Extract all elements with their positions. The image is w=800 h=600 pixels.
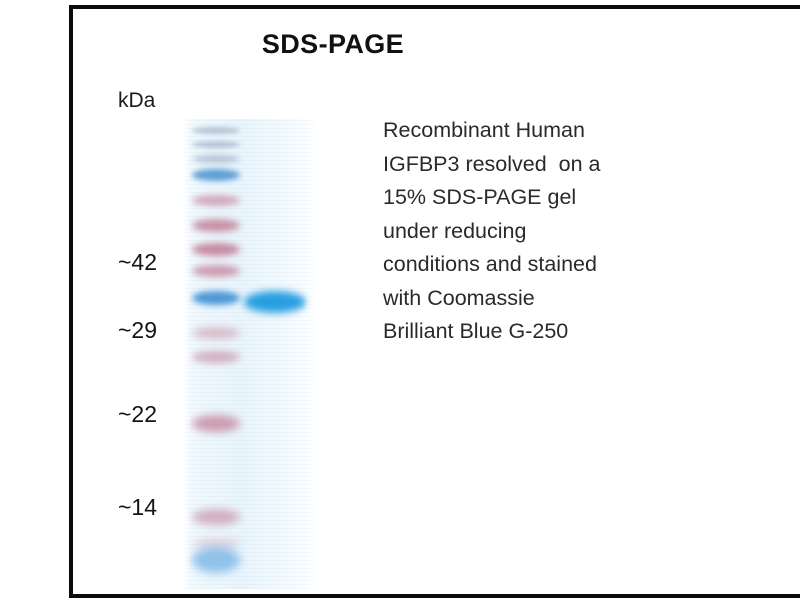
ladder-band-10: [192, 327, 240, 339]
gel-image: [182, 119, 318, 589]
description-line: with Coomassie: [383, 285, 535, 310]
ladder-band-8: [192, 265, 240, 277]
ladder-band-2: [192, 141, 240, 148]
igfbp3-band: [244, 291, 306, 313]
ladder-band-6: [192, 219, 240, 232]
description-line: 15% SDS-PAGE gel: [383, 185, 577, 209]
figure-frame: SDS-PAGE kDa ~42 ~29 ~22 ~14 Recombinant Hu…: [69, 5, 800, 598]
ladder-band-1: [192, 127, 240, 134]
description-line: conditions and stained: [383, 252, 597, 276]
ladder-band-5: [192, 195, 240, 206]
description-line: under reducing: [383, 218, 527, 243]
description-line: Brilliant Blue G-250: [383, 319, 569, 343]
ladder-band-13: [192, 509, 240, 525]
mw-label-14: ~14: [118, 494, 158, 520]
ladder-band-12: [192, 415, 240, 432]
kda-axis-header: kDa: [118, 89, 156, 112]
description-line: Recombinant Human: [383, 118, 585, 142]
mw-label-42: ~42: [118, 249, 158, 275]
ladder-band-11: [192, 351, 240, 363]
page-title: SDS-PAGE: [261, 29, 405, 59]
description-line: IGFBP3 resolved on a: [383, 151, 601, 176]
mw-label-22: ~22: [118, 401, 158, 427]
ladder-band-9: [192, 291, 240, 305]
ladder-band-4: [192, 169, 240, 181]
ladder-band-3: [192, 155, 240, 163]
ladder-band-15: [192, 547, 240, 573]
ladder-band-7: [192, 243, 240, 256]
mw-label-29: ~29: [118, 317, 158, 343]
figure-description: Recombinant Human IGFBP3 resolved on a 15%…: [383, 114, 683, 349]
